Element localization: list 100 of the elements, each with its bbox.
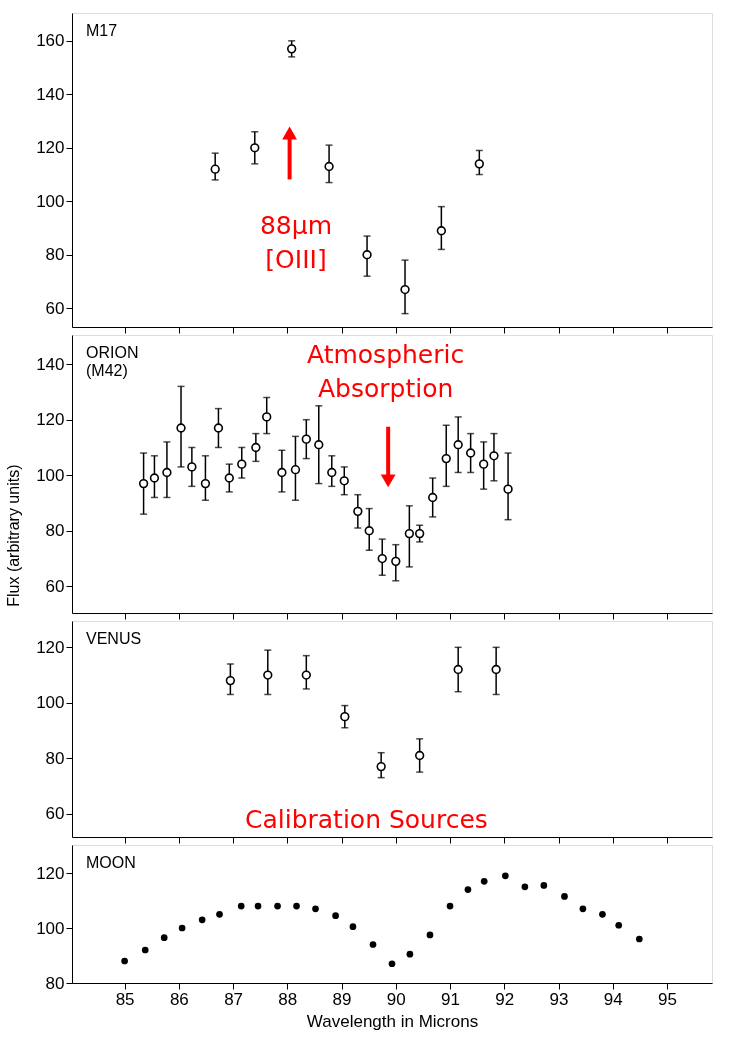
x-tick-label: 85 bbox=[115, 989, 135, 1009]
point bbox=[121, 957, 128, 965]
point bbox=[406, 950, 414, 958]
text: VENUS bbox=[86, 630, 142, 647]
point bbox=[353, 506, 363, 517]
point bbox=[263, 670, 273, 680]
point bbox=[376, 761, 386, 772]
point bbox=[216, 910, 223, 918]
point bbox=[314, 440, 324, 450]
point bbox=[540, 882, 548, 889]
y-tick-label: 120 bbox=[36, 138, 65, 158]
y-tick-label: 160 bbox=[36, 31, 65, 51]
point bbox=[377, 553, 387, 564]
point bbox=[453, 440, 463, 450]
point bbox=[160, 934, 168, 941]
point bbox=[149, 473, 160, 483]
x-tick-label: 91 bbox=[441, 989, 460, 1009]
point bbox=[340, 712, 350, 722]
x-tick-label: 89 bbox=[332, 989, 352, 1009]
point bbox=[436, 226, 447, 236]
point bbox=[491, 664, 501, 675]
x-tick-label: 95 bbox=[658, 989, 677, 1009]
y-tick-label: 60 bbox=[45, 576, 65, 596]
y-tick-label: 100 bbox=[36, 191, 65, 211]
point bbox=[391, 556, 401, 567]
point bbox=[503, 484, 513, 494]
point bbox=[210, 164, 220, 174]
y-tick-label: 80 bbox=[45, 245, 65, 265]
point bbox=[293, 902, 300, 910]
x-tick-label: 93 bbox=[549, 989, 569, 1009]
y-tick-label: 120 bbox=[36, 863, 65, 883]
point bbox=[362, 250, 372, 260]
point bbox=[178, 924, 186, 932]
y-tick-label: 60 bbox=[45, 804, 65, 824]
point bbox=[446, 902, 454, 910]
point bbox=[237, 459, 247, 469]
point bbox=[478, 459, 489, 469]
point bbox=[200, 478, 211, 489]
text: M17 bbox=[86, 22, 118, 39]
point bbox=[404, 528, 415, 539]
point bbox=[414, 750, 425, 761]
x-axis-title: Wavelength in Microns bbox=[306, 1011, 479, 1031]
point bbox=[327, 467, 337, 478]
text: MOON bbox=[86, 854, 136, 871]
point bbox=[254, 902, 262, 910]
point bbox=[324, 161, 334, 172]
point bbox=[224, 473, 234, 483]
point bbox=[274, 902, 281, 910]
point bbox=[453, 664, 463, 675]
x-tick-label: 87 bbox=[224, 989, 244, 1009]
point bbox=[414, 528, 425, 539]
point bbox=[339, 476, 349, 486]
annotation: Calibration Sources bbox=[244, 805, 488, 834]
point bbox=[400, 284, 410, 295]
point bbox=[464, 886, 472, 893]
point bbox=[187, 462, 197, 472]
point bbox=[369, 941, 377, 948]
point bbox=[388, 960, 396, 968]
x-tick-label: 86 bbox=[169, 989, 189, 1009]
point bbox=[521, 883, 529, 891]
point bbox=[225, 675, 236, 686]
point bbox=[312, 905, 319, 913]
point bbox=[441, 453, 451, 464]
point bbox=[579, 905, 587, 913]
point bbox=[332, 912, 339, 919]
point bbox=[277, 467, 287, 478]
x-tick-label: 92 bbox=[495, 989, 515, 1009]
y-tick-label: 80 bbox=[45, 521, 65, 541]
x-tick-label: 94 bbox=[603, 989, 623, 1009]
annotation: 88μm [OIII] bbox=[259, 210, 333, 274]
point bbox=[237, 902, 245, 910]
point bbox=[301, 670, 311, 680]
point bbox=[198, 916, 206, 924]
point bbox=[213, 423, 224, 433]
point bbox=[286, 44, 297, 54]
point bbox=[474, 159, 484, 169]
text: ORION (M42) bbox=[86, 344, 139, 379]
y-tick-label: 100 bbox=[36, 693, 65, 713]
x-tick-label: 90 bbox=[386, 989, 406, 1009]
y-tick-label: 140 bbox=[36, 354, 65, 374]
point bbox=[301, 434, 311, 444]
point bbox=[465, 448, 476, 458]
annotation: Atmospheric Absorption bbox=[307, 340, 465, 404]
y-tick-label: 120 bbox=[36, 410, 65, 430]
point bbox=[489, 451, 499, 461]
point bbox=[141, 946, 149, 954]
point bbox=[364, 526, 374, 536]
point bbox=[138, 478, 149, 489]
point bbox=[480, 877, 488, 885]
point bbox=[599, 910, 606, 918]
point bbox=[290, 465, 301, 475]
point bbox=[250, 143, 260, 153]
point bbox=[635, 935, 643, 943]
y-tick-label: 100 bbox=[36, 918, 65, 938]
y-tick-label: 100 bbox=[36, 465, 65, 485]
point bbox=[349, 923, 357, 930]
point bbox=[561, 893, 568, 900]
point bbox=[251, 442, 261, 453]
point bbox=[176, 423, 186, 433]
point bbox=[262, 412, 272, 422]
